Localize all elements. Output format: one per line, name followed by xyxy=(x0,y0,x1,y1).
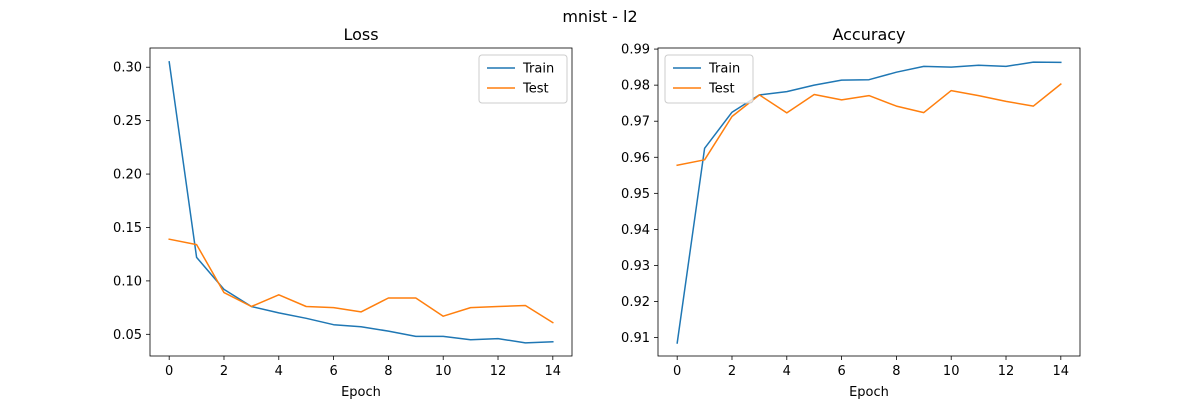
chart-0-legend-train-label: Train xyxy=(522,62,554,77)
chart-1-xtick-label: 2 xyxy=(728,364,736,379)
chart-1-series-train-line xyxy=(676,61,1062,344)
chart-0-ytick-label: 0.10 xyxy=(113,274,142,289)
chart-1-ytick-label: 0.93 xyxy=(621,259,650,274)
chart-0-xtick-label: 6 xyxy=(329,364,337,379)
loss-chart: Loss 0 2 4 6 8 10 12 14 0.05 0.10 0.15 0.20 0.25 0.30 E… xyxy=(113,25,573,400)
chart-1-xtick-label: 6 xyxy=(837,364,845,379)
chart-0-axes-frame xyxy=(149,47,573,357)
chart-0-series-train-line xyxy=(168,61,554,344)
chart-1-ytick-label: 0.99 xyxy=(621,43,650,58)
chart-0-xtick-label: 12 xyxy=(490,364,507,379)
chart-0-xtick-label: 2 xyxy=(220,364,228,379)
chart-0-ytick-label: 0.30 xyxy=(113,61,142,76)
chart-1-ytick-label: 0.98 xyxy=(621,79,650,94)
chart-1-ytick-label: 0.94 xyxy=(621,223,650,238)
chart-0-xtick-label: 14 xyxy=(545,364,562,379)
chart-1-xtick-label: 0 xyxy=(673,364,681,379)
chart-0-series-test-line xyxy=(168,238,554,324)
accuracy-chart: Accuracy 0 2 4 6 8 10 12 14 0.91 0.92 0.93 0.94 0.95 0… xyxy=(621,25,1081,400)
chart-0-xtick-label: 0 xyxy=(165,364,173,379)
chart-1-legend-train-label: Train xyxy=(708,62,740,77)
chart-0-xaxis-label: Epoch xyxy=(341,385,381,400)
chart-1-xaxis-label: Epoch xyxy=(849,385,889,400)
chart-1-ytick-label: 0.97 xyxy=(621,115,650,130)
chart-1-axes-frame xyxy=(657,47,1081,357)
chart-0-legend-box xyxy=(478,54,568,104)
chart-0-xtick-label: 4 xyxy=(275,364,283,379)
chart-1-title: Accuracy xyxy=(832,25,905,44)
chart-1-legend-test-label: Test xyxy=(708,82,735,97)
chart-0-ytick-label: 0.20 xyxy=(113,168,142,183)
chart-1-ytick-label: 0.91 xyxy=(621,331,650,346)
figure-suptitle: mnist - l2 xyxy=(562,7,637,26)
chart-1-ytick-label: 0.96 xyxy=(621,151,650,166)
chart-1-legend-box xyxy=(664,54,754,104)
chart-0-ytick-label: 0.05 xyxy=(113,328,142,343)
chart-1-ytick-label: 0.95 xyxy=(621,187,650,202)
chart-0-legend-test-label: Test xyxy=(522,82,549,97)
chart-1-xtick-label: 4 xyxy=(783,364,791,379)
chart-1-series-test-line xyxy=(676,83,1062,167)
chart-0-xtick-label: 10 xyxy=(435,364,452,379)
chart-1-xtick-label: 14 xyxy=(1053,364,1070,379)
chart-0-title: Loss xyxy=(343,25,378,44)
chart-1-ytick-label: 0.92 xyxy=(621,295,650,310)
chart-0-xtick-label: 8 xyxy=(384,364,392,379)
chart-0-ytick-label: 0.25 xyxy=(113,114,142,129)
chart-1-xtick-label: 10 xyxy=(943,364,960,379)
chart-1-xtick-label: 12 xyxy=(998,364,1015,379)
chart-0-ytick-label: 0.15 xyxy=(113,221,142,236)
chart-1-xtick-label: 8 xyxy=(892,364,900,379)
